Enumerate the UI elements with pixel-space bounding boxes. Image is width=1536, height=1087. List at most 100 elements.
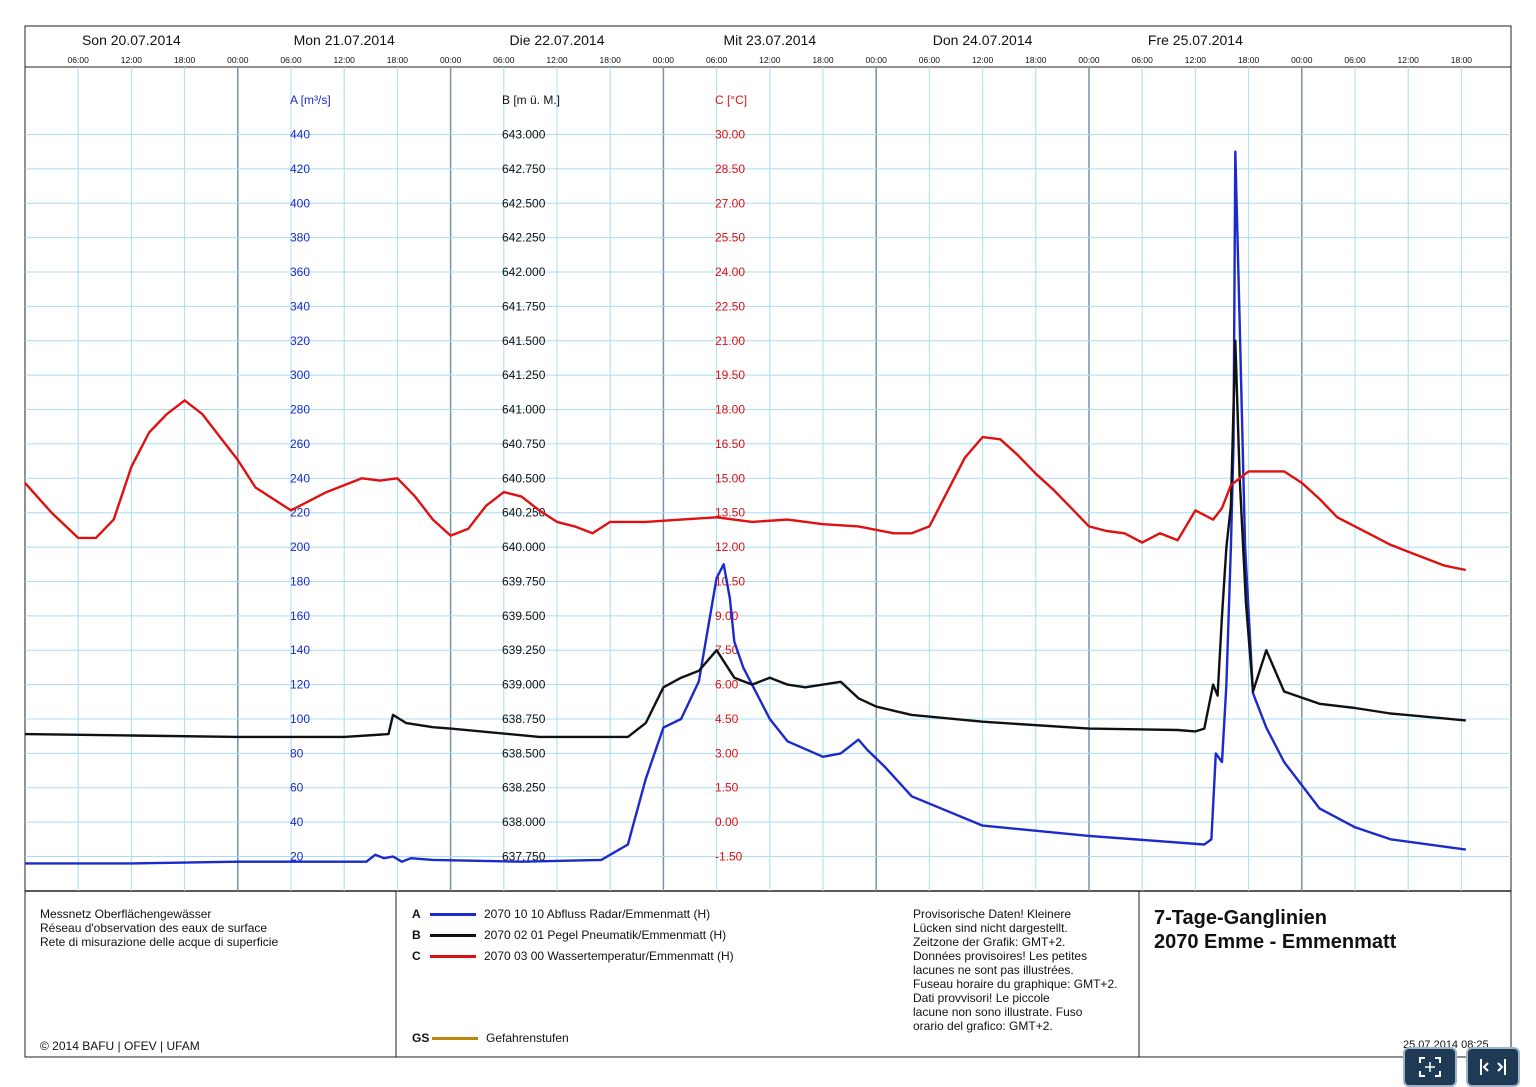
axis-tick-label-a: 40 [290, 815, 304, 829]
network-line-it: Rete di misurazione delle acque di super… [40, 935, 279, 949]
legend-item-a: A 2070 10 10 Abfluss Radar/Emmenmatt (H) [412, 907, 710, 921]
axis-tick-label-b: 642.250 [502, 231, 546, 245]
axis-tick-label-c: 18.00 [715, 403, 745, 417]
day-label: Mit 23.07.2014 [723, 32, 816, 48]
hour-tick-label: 18:00 [174, 55, 196, 65]
hour-tick-label: 06:00 [706, 55, 728, 65]
axis-tick-label-c: 7.50 [715, 643, 739, 657]
notice-line: orario del grafico: GMT+2. [913, 1019, 1053, 1033]
notice-line: Lücken sind nicht dargestellt. [913, 921, 1068, 935]
chart-frame [24, 25, 1512, 1058]
axis-tick-label-b: 640.250 [502, 506, 546, 520]
network-line-fr: Réseau d'observation des eaux de surface [40, 921, 268, 935]
legend-line-gs [432, 1037, 478, 1041]
hour-tick-label: 12:00 [546, 55, 568, 65]
axis-tick-label-b: 640.000 [502, 540, 546, 554]
axis-tick-label-c: 10.50 [715, 574, 745, 588]
hour-tick-label: 00:00 [1078, 55, 1100, 65]
notice-line: Données provisoires! Les petites [913, 949, 1088, 963]
legend-key-a: A [412, 907, 421, 921]
fit-width-icon [1480, 1059, 1506, 1075]
axis-tick-label-a: 440 [290, 128, 310, 142]
notice-line: Dati provvisori! Le piccole [913, 991, 1050, 1005]
series-line-c [24, 399, 1467, 572]
axis-tick-label-a: 120 [290, 678, 310, 692]
hour-tick-label: 18:00 [387, 55, 409, 65]
axis-tick-label-b: 637.750 [502, 850, 546, 864]
hour-tick-label: 06:00 [919, 55, 941, 65]
axis-tick-label-c: 19.50 [715, 368, 745, 382]
hour-tick-label: 00:00 [227, 55, 249, 65]
series-line-b [24, 339, 1466, 739]
hour-tick-label: 00:00 [653, 55, 675, 65]
notice-line: Fuseau horaire du graphique: GMT+2. [913, 977, 1118, 991]
axis-tick-label-c: 15.00 [715, 471, 745, 485]
axis-tick-label-b: 638.000 [502, 815, 546, 829]
axis-tick-label-a: 340 [290, 299, 310, 313]
axis-tick-label-a: 300 [290, 368, 310, 382]
axis-tick-label-c: 1.50 [715, 781, 739, 795]
axis-tick-label-b: 641.750 [502, 299, 546, 313]
axis-tick-label-b: 638.750 [502, 712, 546, 726]
series-line-a [25, 150, 1466, 865]
axis-tick-label-b: 642.000 [502, 265, 546, 279]
fit-width-button[interactable] [1466, 1047, 1520, 1087]
fullscreen-button[interactable] [1403, 1047, 1457, 1087]
day-label: Die 22.07.2014 [510, 32, 605, 48]
legend-label-a: 2070 10 10 Abfluss Radar/Emmenmatt (H) [484, 907, 711, 921]
hour-tick-label: 18:00 [812, 55, 834, 65]
axis-tick-label-a: 260 [290, 437, 310, 451]
notice-line: lacune non sono illustrate. Fuso [913, 1005, 1083, 1019]
axis-tick-label-b: 641.250 [502, 368, 546, 382]
hour-tick-label: 12:00 [1185, 55, 1207, 65]
legend-label-c: 2070 03 00 Wassertemperatur/Emmenmatt (H… [484, 949, 734, 963]
hour-tick-label: 06:00 [493, 55, 515, 65]
axis-tick-label-b: 641.000 [502, 403, 546, 417]
day-label: Fre 25.07.2014 [1148, 32, 1243, 48]
axis-tick-label-b: 640.500 [502, 471, 546, 485]
axis-tick-label-a: 60 [290, 781, 304, 795]
axis-tick-label-c: 6.00 [715, 678, 739, 692]
legend-item-c: C 2070 03 00 Wassertemperatur/Emmenmatt (… [412, 949, 734, 963]
hour-tick-label: 12:00 [334, 55, 356, 65]
legend-label-gs: Gefahrenstufen [486, 1031, 569, 1045]
axis-label-c: C [°C] [715, 93, 747, 107]
axis-tick-label-a: 420 [290, 162, 310, 176]
axis-tick-label-b: 639.500 [502, 609, 546, 623]
axis-tick-label-c: 27.00 [715, 196, 745, 210]
axis-tick-label-c: 21.00 [715, 334, 745, 348]
axis-tick-label-a: 240 [290, 471, 310, 485]
axis-tick-label-b: 639.750 [502, 574, 546, 588]
fullscreen-icon [1419, 1057, 1441, 1077]
hour-tick-label: 18:00 [1025, 55, 1047, 65]
legend-line-c [430, 955, 476, 959]
axis-tick-label-a: 20 [290, 850, 304, 864]
axis-tick-label-c: 12.00 [715, 540, 745, 554]
axis-tick-label-b: 640.750 [502, 437, 546, 451]
axis-tick-label-c: 4.50 [715, 712, 739, 726]
axis-tick-label-a: 380 [290, 231, 310, 245]
hour-tick-label: 06:00 [1132, 55, 1154, 65]
day-label: Don 24.07.2014 [933, 32, 1033, 48]
axis-label-a: A [m³/s] [290, 93, 331, 107]
day-label: Mon 21.07.2014 [294, 32, 395, 48]
hour-tick-label: 06:00 [68, 55, 90, 65]
axis-tick-label-c: 3.00 [715, 746, 739, 760]
legend-line-b [430, 934, 476, 938]
axis-tick-label-c: -1.50 [715, 850, 743, 864]
axis-tick-label-a: 220 [290, 506, 310, 520]
axis-tick-label-b: 638.250 [502, 781, 546, 795]
axis-tick-label-c: 22.50 [715, 299, 745, 313]
hour-tick-label: 00:00 [440, 55, 462, 65]
axis-label-b: B [m ü. M.] [502, 93, 560, 107]
axis-tick-label-b: 638.500 [502, 746, 546, 760]
legend-key-b: B [412, 928, 421, 942]
axis-tick-label-c: 24.00 [715, 265, 745, 279]
hour-tick-label: 06:00 [280, 55, 302, 65]
hour-tick-label: 06:00 [1344, 55, 1366, 65]
station-title: 2070 Emme - Emmenmatt [1154, 931, 1397, 953]
axis-tick-label-a: 280 [290, 403, 310, 417]
axis-tick-label-a: 180 [290, 574, 310, 588]
network-info: Messnetz Oberflächengewässer Réseau d'ob… [40, 907, 278, 949]
axis-tick-label-c: 30.00 [715, 128, 745, 142]
